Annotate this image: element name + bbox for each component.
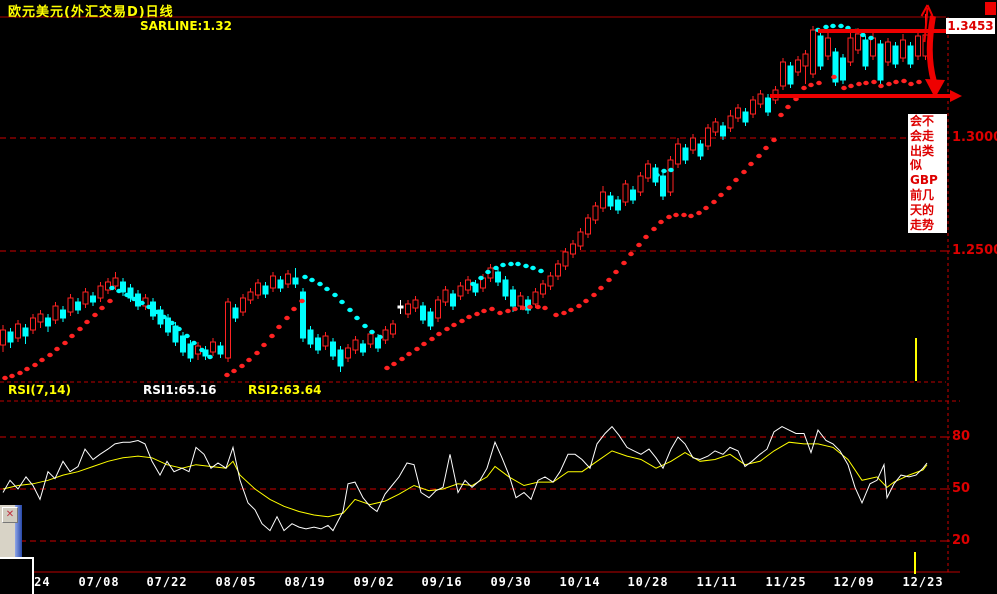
rsi1-value-label: RSI1:65.16 bbox=[143, 383, 217, 397]
sar-indicator-label: SARLINE:1.32 bbox=[140, 19, 232, 33]
corner-outline-box bbox=[0, 557, 34, 594]
note-line: 会走 bbox=[910, 128, 935, 143]
chart-title: 欧元美元(外汇交易D)日线 bbox=[8, 5, 174, 20]
note-line: 似GBP bbox=[910, 158, 938, 188]
up-arrow-head bbox=[920, 4, 934, 17]
note-line: 走势 bbox=[910, 217, 935, 232]
rsi2-value-label: RSI2:63.64 bbox=[248, 383, 322, 397]
last-price-tag: 1.3453 bbox=[946, 18, 995, 34]
price-axis-label: 1.3000 bbox=[952, 130, 997, 145]
note-line: 天的 bbox=[910, 202, 935, 217]
date-label: 08/05 bbox=[215, 575, 257, 589]
date-label: 07/22 bbox=[146, 575, 188, 589]
date-label: 10/14 bbox=[559, 575, 601, 589]
popup-dialog-edge: ✕ bbox=[0, 505, 22, 560]
down-arrow-head bbox=[925, 79, 945, 98]
up-arrow-annotation bbox=[923, 7, 929, 43]
support-line-arrowhead bbox=[950, 90, 962, 102]
note-line: 出类 bbox=[910, 143, 935, 158]
resistance-line-annotation bbox=[818, 29, 947, 33]
date-label: 11/11 bbox=[696, 575, 738, 589]
date-label: 07/08 bbox=[78, 575, 120, 589]
note-line: ? bbox=[910, 232, 947, 233]
note-line: 会不 bbox=[910, 114, 935, 128]
date-label: 11/25 bbox=[765, 575, 807, 589]
date-label: 08/19 bbox=[284, 575, 326, 589]
dialog-border-strip bbox=[15, 505, 22, 560]
down-arrow-annotation bbox=[926, 15, 937, 83]
close-icon[interactable]: ✕ bbox=[2, 507, 18, 523]
rsi-axis-label: 50 bbox=[952, 481, 971, 496]
date-label: 12/23 bbox=[902, 575, 944, 589]
price-axis-label: 1.2500 bbox=[952, 243, 997, 258]
red-marker-square bbox=[985, 2, 996, 15]
rsi-axis-label: 20 bbox=[952, 533, 971, 548]
date-label: 10/28 bbox=[627, 575, 669, 589]
date-label: 09/02 bbox=[353, 575, 395, 589]
date-label: 09/16 bbox=[421, 575, 463, 589]
note-line: 前几 bbox=[910, 187, 935, 202]
date-label: 12/09 bbox=[833, 575, 875, 589]
date-label: 09/30 bbox=[490, 575, 532, 589]
rsi-indicator-bar: RSI(7,14) RSI1:65.16 RSI2:63.64 bbox=[0, 383, 948, 400]
rsi-period-label: RSI(7,14) bbox=[8, 383, 71, 397]
support-line-annotation bbox=[770, 94, 954, 98]
rsi-axis-label: 80 bbox=[952, 429, 971, 444]
